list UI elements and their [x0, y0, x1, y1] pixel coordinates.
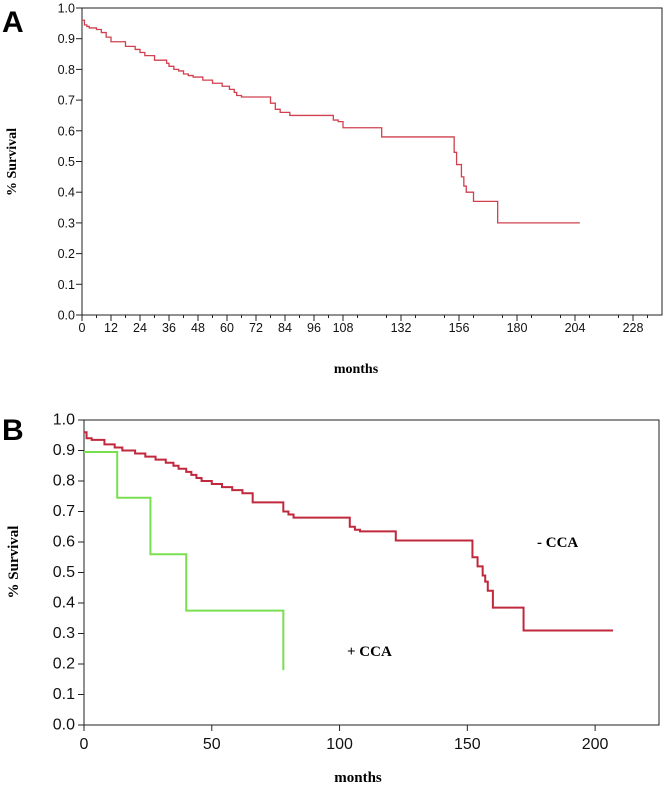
x-tick-label-a: 84 [278, 321, 292, 335]
survival-curve-a-1 [82, 19, 580, 224]
plot-frame-b [83, 419, 660, 726]
x-tick-label-a: 0 [79, 321, 86, 335]
x-tick-label-b: 200 [582, 736, 609, 753]
x-tick-label-a: 156 [449, 321, 470, 335]
y-tick-label-b: 0.1 [53, 686, 75, 703]
y-tick-label-a: 0.3 [58, 216, 75, 230]
y-axis-a: 0.0 0.1 0.2 0.3 0.4 0.5 0.6 0.7 0.8 0.9 1.0 [58, 2, 82, 323]
y-tick-label-a: 0.2 [58, 247, 75, 261]
x-tick-label-a: 72 [249, 321, 263, 335]
x-tick-label-a: 204 [565, 321, 586, 335]
y-tick-label-b: 0.3 [53, 625, 75, 642]
x-tick-label-a: 60 [220, 321, 234, 335]
x-tick-label-b: 150 [454, 736, 481, 753]
panel-b: B 0.0 0.1 0.2 0.3 0.4 0.5 0.6 0.7 0.8 0.9 1.0 0 50 1… [2, 412, 660, 786]
x-tick-label-a: 96 [307, 321, 321, 335]
x-tick-label-b: 0 [80, 736, 89, 753]
y-tick-label-a: 0.4 [58, 186, 75, 200]
annotation-minus-cca: - CCA [537, 535, 578, 551]
y-tick-label-b: 0.4 [53, 595, 75, 612]
y-tick-label-b: 0.7 [53, 503, 75, 520]
y-tick-label-a: 0.9 [58, 32, 75, 46]
x-axis-label-a: months [334, 362, 379, 377]
series-group-a [82, 19, 580, 224]
survival-curve-b-1 [84, 431, 613, 632]
x-axis-b: 0 50 100 150 200 [80, 725, 609, 753]
y-tick-label-a: 0.0 [58, 309, 75, 323]
y-tick-label-b: 0.6 [53, 534, 75, 551]
y-axis-b: 0.0 0.1 0.2 0.3 0.4 0.5 0.6 0.7 0.8 0.9 1.0 [53, 412, 84, 734]
x-tick-label-a: 48 [191, 321, 205, 335]
x-tick-label-b: 50 [203, 736, 221, 753]
x-tick-label-a: 180 [507, 321, 528, 335]
y-tick-label-a: 0.7 [58, 94, 75, 108]
panel-label-a: A [2, 6, 24, 39]
panel-label-b: B [2, 414, 24, 447]
plot-frame-a [81, 7, 663, 316]
y-tick-label-a: 0.5 [58, 155, 75, 169]
y-tick-label-b: 0.8 [53, 473, 75, 490]
y-axis-label-a: % Survival [5, 128, 20, 196]
x-tick-label-b: 100 [326, 736, 353, 753]
y-tick-label-b: 0.2 [53, 656, 75, 673]
y-tick-label-b: 1.0 [53, 412, 75, 429]
x-tick-label-a: 24 [133, 321, 147, 335]
x-tick-label-a: 36 [162, 321, 176, 335]
series-group-b [84, 431, 613, 671]
y-tick-label-b: 0.5 [53, 564, 75, 581]
x-tick-label-a: 12 [104, 321, 118, 335]
x-tick-label-a: 132 [391, 321, 412, 335]
x-axis-a: 0 12 24 36 48 60 72 84 96 108 132 156 180 204 228 [79, 315, 648, 335]
y-tick-label-a: 1.0 [58, 2, 75, 16]
annotation-plus-cca: + CCA [347, 644, 392, 660]
y-axis-label-b: % Survival [6, 526, 22, 599]
y-tick-label-b: 0.0 [53, 717, 75, 734]
y-tick-label-b: 0.9 [53, 442, 75, 459]
y-tick-label-a: 0.6 [58, 124, 75, 138]
y-tick-label-a: 0.1 [58, 278, 75, 292]
x-tick-label-a: 228 [623, 321, 644, 335]
survival-curve-b-2 [84, 451, 285, 671]
y-tick-label-a: 0.8 [58, 63, 75, 77]
x-axis-label-b: months [334, 770, 382, 786]
panel-a: A 0.0 0.1 0.2 0.3 0.4 0.5 0.6 0.7 0.8 0.9 1.0 0 12 2… [2, 2, 663, 377]
x-tick-label-a: 108 [333, 321, 354, 335]
